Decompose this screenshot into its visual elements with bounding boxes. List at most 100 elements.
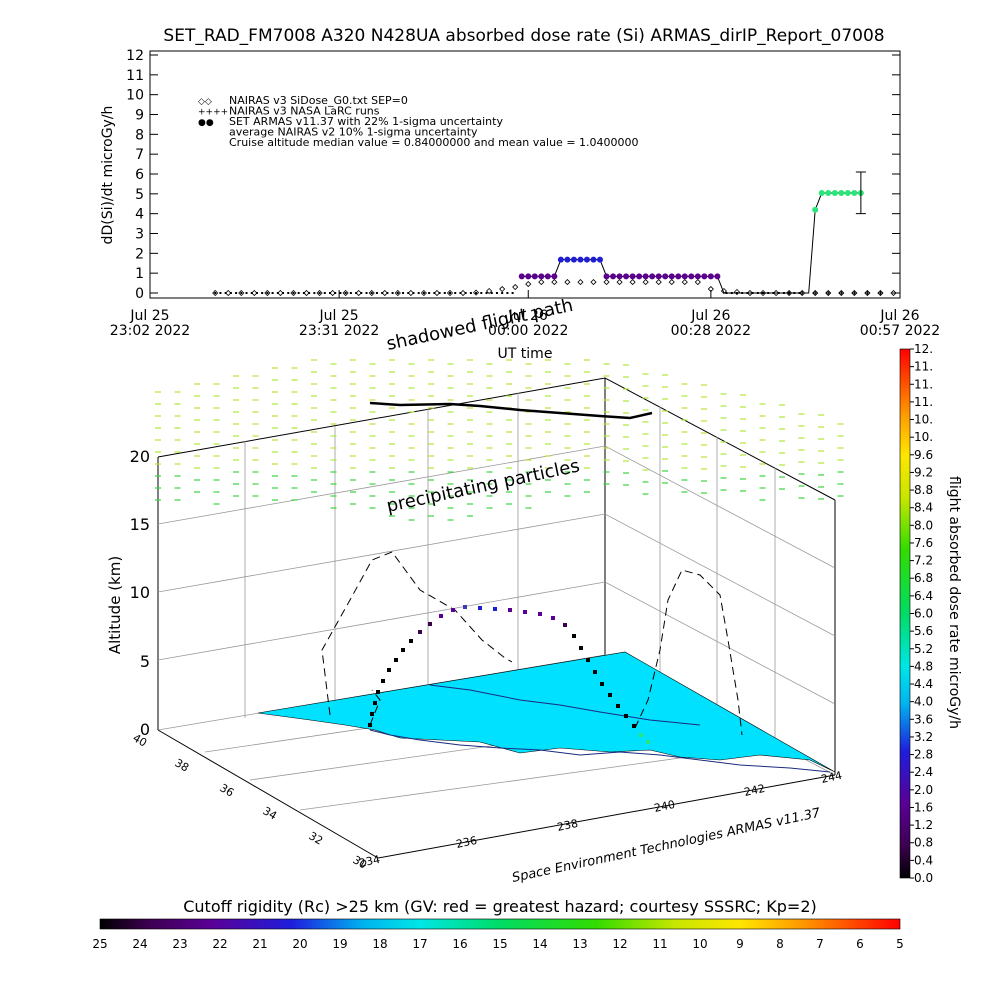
nairas-g0-point — [655, 279, 662, 286]
x-tick-label: 00:00 2022 — [488, 323, 568, 339]
nairas-baseline-point — [329, 292, 331, 294]
trajectory-point — [381, 679, 385, 683]
rigidity-tick-label: 15 — [492, 937, 507, 951]
trajectory-point — [376, 690, 380, 694]
legend-symbol: ◇◇ — [198, 97, 212, 107]
rigidity-tick-label: 18 — [372, 937, 387, 951]
nairas-baseline-point — [459, 292, 462, 294]
rigidity-tick-label: 13 — [572, 937, 587, 951]
dose-tick-label: 2.8 — [914, 748, 933, 762]
rigidity-tick-label: 11 — [652, 937, 667, 951]
nairas-g0-point — [394, 289, 401, 297]
dose-tick-label: 8.8 — [914, 483, 933, 497]
nairas-baseline-point — [469, 292, 472, 294]
lon-axis-ticks: 234 236 238 240 242 244 — [358, 769, 843, 870]
trajectory-point — [394, 658, 398, 662]
nairas-baseline-point — [365, 292, 368, 294]
dose-colorbar-ticks: 0.0 0.4 0.8 1.2 1.6 2.0 2.4 2.8 3.2 3.6 4.0 4.4 4.8 5… — [910, 342, 933, 885]
armas-point — [629, 273, 636, 280]
nairas-baseline-point — [454, 292, 457, 294]
nairas-g0-point — [538, 279, 545, 286]
flight-trajectory — [368, 605, 650, 744]
armas-point — [831, 190, 838, 197]
rigidity-tick-label: 19 — [332, 937, 347, 951]
nairas-baseline-point — [276, 292, 279, 294]
trajectory-point — [418, 630, 422, 634]
nairas-baseline-point — [490, 292, 493, 294]
y-axis-label: dD(Si)/dt microGy/h — [100, 106, 116, 245]
rigidity-tick-label: 9 — [736, 937, 744, 951]
armas-point — [707, 273, 714, 280]
nairas-baseline-point — [271, 292, 274, 294]
nairas-baseline-point — [308, 292, 311, 294]
rigidity-tick-label: 17 — [412, 937, 427, 951]
nairas-g0-point — [420, 289, 427, 297]
shadow-flight-path — [369, 401, 653, 420]
armas-point — [636, 273, 643, 280]
dose-tick-label: 9.6 — [914, 448, 933, 462]
nairas-baseline-point — [417, 292, 420, 294]
nairas-baseline-point — [428, 292, 431, 294]
rigidity-tick-label: 10 — [692, 937, 707, 951]
nairas-g0-point — [551, 279, 558, 286]
lon-tick-label: 238 — [556, 817, 579, 834]
rigidity-tick-label: 7 — [816, 937, 824, 951]
annotation-precipitating: precipitating particles — [385, 455, 582, 516]
nairas-g0-point — [499, 285, 506, 293]
x-tick-label: 00:28 2022 — [671, 323, 751, 339]
nairas-baseline-point — [381, 292, 384, 294]
nairas-g0-point — [603, 279, 610, 286]
nairas-baseline-point — [214, 292, 217, 294]
rigidity-tick-label: 23 — [172, 937, 187, 951]
dose-tick-label: 12. — [914, 342, 933, 356]
armas-point — [851, 190, 858, 197]
trajectory-point — [428, 622, 432, 626]
armas-point — [557, 256, 564, 263]
nairas-g0-point — [212, 289, 219, 297]
nairas-g0-point — [890, 289, 897, 297]
dose-tick-label: 0.4 — [914, 853, 933, 867]
floor-edges — [157, 729, 836, 859]
trajectory-point — [368, 723, 372, 727]
nairas-baseline-point — [282, 292, 285, 294]
trajectory-point — [493, 607, 497, 611]
nairas-g0-point — [290, 289, 297, 297]
trajectory-point — [439, 614, 443, 618]
nairas-baseline-point — [318, 292, 321, 294]
rigidity-tick-label: 6 — [856, 937, 864, 951]
trajectory-point — [373, 701, 377, 705]
nairas-baseline-point — [266, 292, 269, 294]
nairas-g0-point — [512, 283, 519, 291]
dose-tick-label: 2.4 — [914, 765, 933, 779]
dose-tick-label: 7.6 — [914, 536, 933, 550]
rigidity-tick-label: 20 — [292, 937, 307, 951]
trajectory-point — [563, 623, 567, 627]
armas-point — [577, 256, 584, 263]
legend-symbol: ++++ — [198, 108, 228, 118]
armas-point — [551, 273, 558, 280]
nairas-baseline-point — [449, 292, 451, 294]
nairas-baseline-point — [313, 292, 316, 294]
legend-entry: Cruise altitude median value = 0.8400000… — [229, 136, 639, 149]
armas-point — [564, 256, 571, 263]
lat-tick-label: 34 — [261, 804, 280, 822]
dose-tick-label: 2.0 — [914, 783, 933, 797]
nairas-baseline-point — [464, 292, 467, 294]
armas-line — [716, 192, 861, 294]
legend-entry: average NAIRAS v2 10% 1-sigma uncertaint… — [229, 126, 478, 139]
trajectory-point — [463, 605, 467, 609]
armas-point — [544, 273, 551, 280]
nairas-g0-point — [759, 289, 767, 297]
dose-tick-label: 4.4 — [914, 677, 933, 691]
y-tick-label: 7 — [135, 147, 144, 163]
trajectory-point — [387, 668, 391, 672]
nairas-baseline-point — [229, 292, 232, 294]
z-axis-label: Altitude (km) — [106, 556, 124, 654]
nairas-baseline-point — [407, 292, 410, 294]
legend-entry: NAIRAS v3 NASA LaRC runs — [229, 105, 380, 118]
y-tick-label: 2 — [135, 246, 144, 262]
nairas-baseline-point — [501, 292, 504, 294]
y-tick-label: 9 — [135, 108, 144, 124]
trajectory-point — [586, 658, 590, 662]
